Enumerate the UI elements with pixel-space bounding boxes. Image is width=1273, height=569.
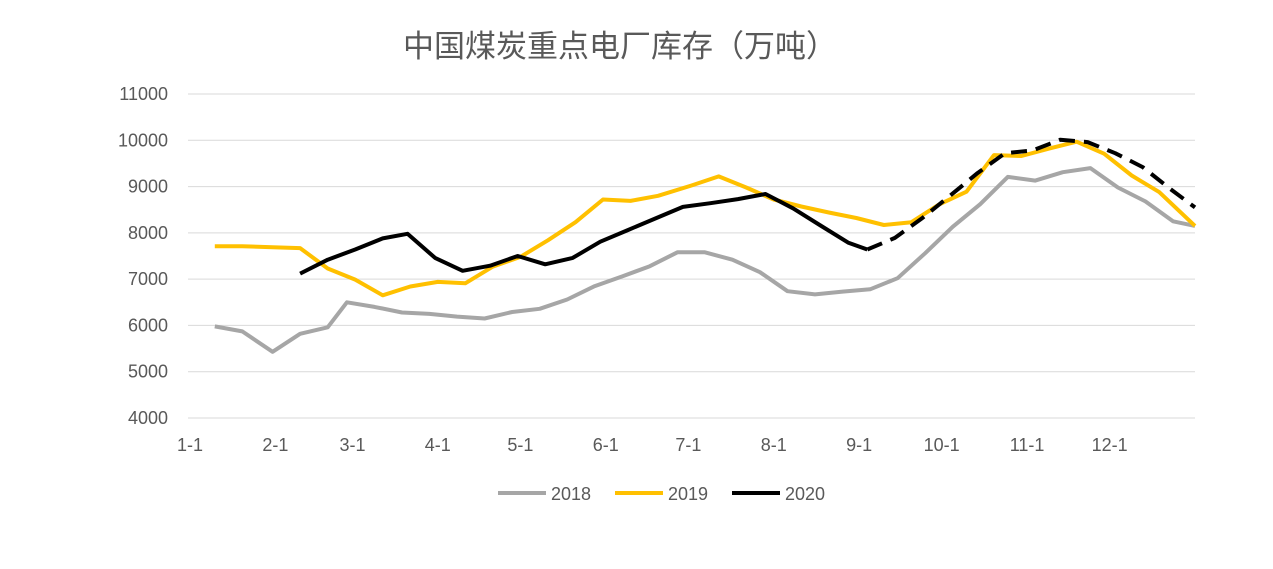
legend-label: 2019 [668,484,708,504]
series-line-2018 [214,166,1196,354]
x-axis: 1-1 2-1 3-1 4-1 5-1 6-1 7-1 8-1 9-1 10-1 11-1 12-1 [177,435,1128,455]
x-tick-label: 4-1 [425,435,451,455]
x-tick-label: 9-1 [846,435,872,455]
legend-label: 2018 [551,484,591,504]
x-tick-label: 7-1 [675,435,701,455]
y-tick-label: 11000 [119,84,168,104]
y-tick-label: 7000 [128,269,168,289]
y-tick-label: 4000 [128,408,168,428]
y-tick-label: 5000 [128,362,168,382]
legend-label: 2020 [785,484,825,504]
y-tick-label: 10000 [118,130,168,150]
x-tick-label: 6-1 [593,435,619,455]
y-tick-label: 9000 [128,177,168,197]
chart-title: 中国煤炭重点电厂库存（万吨） [403,29,837,65]
x-tick-label: 5-1 [507,435,533,455]
x-tick-label: 8-1 [761,435,787,455]
series-line-2019 [214,139,1197,298]
plot-area [214,137,1197,354]
x-tick-label: 2-1 [262,435,288,455]
x-tick-label: 3-1 [339,435,365,455]
y-tick-label: 8000 [128,223,168,243]
legend: 2018 2019 2020 [498,484,825,504]
x-tick-label: 10-1 [924,435,960,455]
y-tick-label: 6000 [128,315,168,335]
x-tick-label: 12-1 [1092,435,1128,455]
y-axis: 4000 5000 6000 7000 8000 9000 10000 11000 [118,84,168,428]
x-tick-label: 1-1 [177,435,203,455]
x-tick-label: 11-1 [1010,435,1045,455]
series-line-2020-forecast [866,137,1197,252]
series-line-2020 [299,192,868,276]
